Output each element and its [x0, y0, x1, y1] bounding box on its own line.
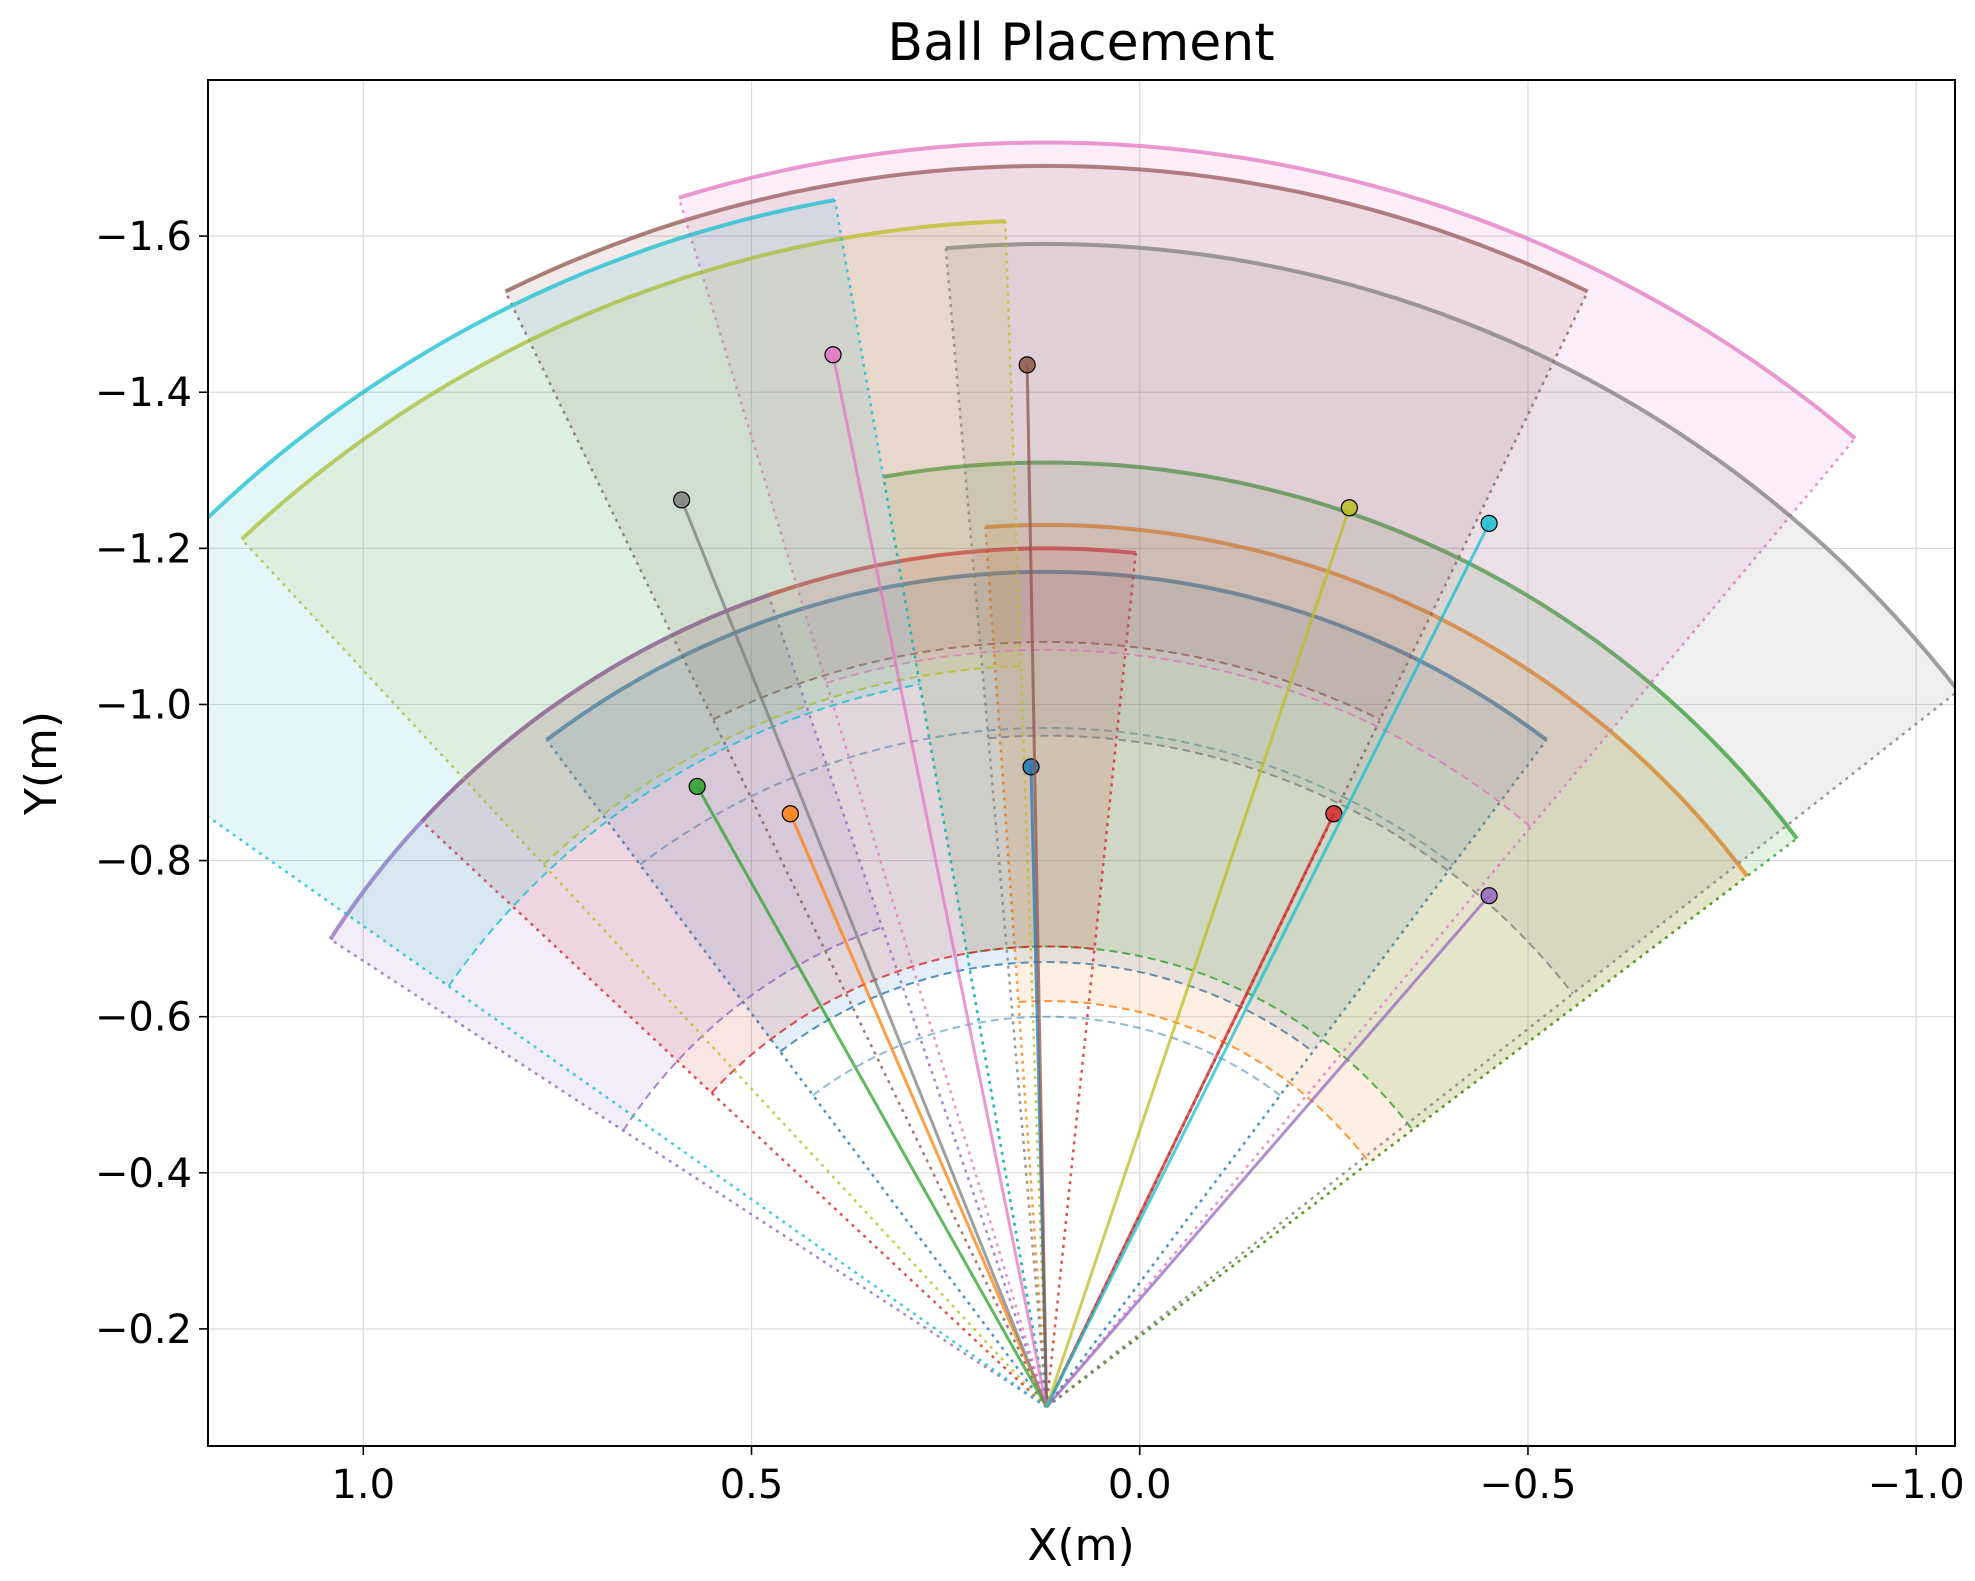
- sector-edge-purple: [329, 938, 1048, 1409]
- sector-inner-arc-blue: [779, 960, 1314, 1053]
- ball-point-brown: [1018, 356, 1036, 374]
- sector-edge-pink: [677, 197, 1048, 1408]
- ball-trajectory-pink: [831, 354, 1049, 1408]
- sector-fill-purple: [330, 595, 883, 1131]
- sector-mid-arc-blue: [812, 1015, 1281, 1097]
- sector-outer-arc-orange: [985, 523, 1749, 878]
- sector-edge-brown: [1045, 290, 1589, 1408]
- sector-edge-olive: [240, 538, 1048, 1408]
- sector-outer-arc-purple: [328, 593, 770, 941]
- y-tick-label: −0.6: [95, 995, 192, 1041]
- sector-purple: [328, 593, 1048, 1409]
- ball-trajectory-brown: [1025, 364, 1049, 1407]
- y-axis-label: Y(m): [16, 711, 67, 816]
- ball-trajectory-cyan: [1045, 522, 1491, 1408]
- ball-trajectory-orange: [788, 813, 1048, 1408]
- y-tick-label: −0.2: [95, 1307, 192, 1353]
- sector-outer-arc-blue: [545, 569, 1548, 742]
- sector-fill-cyan: [208, 200, 920, 987]
- y-tick-label: −1.4: [95, 370, 192, 416]
- sector-inner-arc-gray: [988, 734, 1574, 995]
- y-tick-label: −0.8: [95, 839, 192, 885]
- ball-trajectory-olive: [1045, 507, 1351, 1408]
- sector-inner-arc-brown: [712, 640, 1381, 721]
- x-axis-label: X(m): [1027, 1520, 1134, 1571]
- sector-fill-olive: [241, 221, 1021, 865]
- sector-inner-arc-pink: [826, 648, 1532, 828]
- sector-edge-cyan: [208, 815, 1048, 1408]
- sector-mid-arc-blue: [639, 726, 1454, 866]
- sector-inner-arc-red: [710, 945, 1095, 1094]
- ball-point-cyan: [1480, 514, 1498, 532]
- axis-ticks: 1.0 0.5 0.0 −0.5 −1.0 −0.2 −0.4 −0.6 −0.8 −1.0 −1.…: [95, 214, 1965, 1508]
- ball-layer: [673, 346, 1498, 1408]
- sector-cyan: [208, 198, 1048, 1408]
- x-tick-label: −1.0: [1868, 1462, 1965, 1508]
- sector-edge-red: [421, 820, 1048, 1408]
- sector-outer-arc-gray: [945, 241, 1955, 691]
- ball-point-blue: [1022, 758, 1040, 776]
- sector-gray: [944, 241, 1955, 1408]
- sector-edge-green: [1045, 837, 1798, 1408]
- sector-inner-arc-purple: [622, 926, 883, 1132]
- sector-blue: [545, 569, 1548, 1408]
- sector-outer-arc-pink: [678, 140, 1857, 440]
- sector-fill-gray: [945, 243, 1955, 994]
- sector-outer-arc-olive: [240, 219, 1006, 541]
- chart-title: Ball Placement: [887, 13, 1274, 73]
- sector-fill-brown: [505, 165, 1588, 720]
- ball-trajectory-gray: [680, 499, 1048, 1408]
- sector-fill-green: [883, 462, 1797, 1130]
- sector-inner-arc-cyan: [447, 683, 920, 987]
- sector-edge-olive: [1004, 221, 1048, 1408]
- y-tick-label: −1.2: [95, 526, 192, 572]
- sector-fill-pink: [678, 142, 1856, 827]
- x-tick-label: 1.0: [331, 1462, 395, 1508]
- ball-point-olive: [1340, 499, 1358, 517]
- ball-point-gray: [673, 491, 691, 509]
- sector-fill-blue: [546, 571, 1547, 1052]
- sector-inner-arc-olive: [542, 664, 1021, 866]
- sector-edge-gray: [944, 248, 1048, 1408]
- sector-fill-orange: [985, 525, 1748, 1163]
- y-tick-label: −1.6: [95, 214, 192, 260]
- sector-edge-pink: [1045, 437, 1857, 1408]
- y-tick-label: −0.4: [95, 1151, 192, 1197]
- sector-edge-blue: [545, 739, 1048, 1408]
- sector-outer-arc-cyan: [208, 198, 836, 521]
- x-tick-label: 0.5: [720, 1462, 784, 1508]
- ball-trajectory-purple: [1045, 894, 1491, 1408]
- sector-edge-gray: [1045, 691, 1955, 1408]
- sector-layer: [208, 140, 1955, 1409]
- sector-olive: [240, 219, 1048, 1408]
- sector-pink: [677, 140, 1857, 1408]
- sector-outer-arc-green: [883, 460, 1799, 840]
- ball-point-purple: [1480, 887, 1498, 905]
- sector-fill-red: [421, 548, 1136, 1093]
- sector-inner-arc-orange: [1018, 1000, 1370, 1164]
- ball-point-green: [688, 777, 706, 796]
- y-tick-label: −1.0: [95, 682, 192, 728]
- ball-trajectory-green: [695, 785, 1048, 1408]
- plot-area-frame: [207, 79, 1956, 1447]
- sector-outer-arc-brown: [504, 163, 1589, 294]
- sector-edge-orange: [984, 526, 1048, 1408]
- sector-brown: [504, 163, 1589, 1408]
- sector-edge-brown: [504, 290, 1048, 1408]
- x-tick-label: 0.0: [1108, 1462, 1172, 1508]
- ball-point-red: [1325, 805, 1343, 823]
- ball-point-pink: [824, 346, 842, 364]
- x-tick-label: −0.5: [1479, 1462, 1576, 1508]
- ball-point-orange: [781, 805, 799, 823]
- sector-edge-blue: [1045, 739, 1548, 1408]
